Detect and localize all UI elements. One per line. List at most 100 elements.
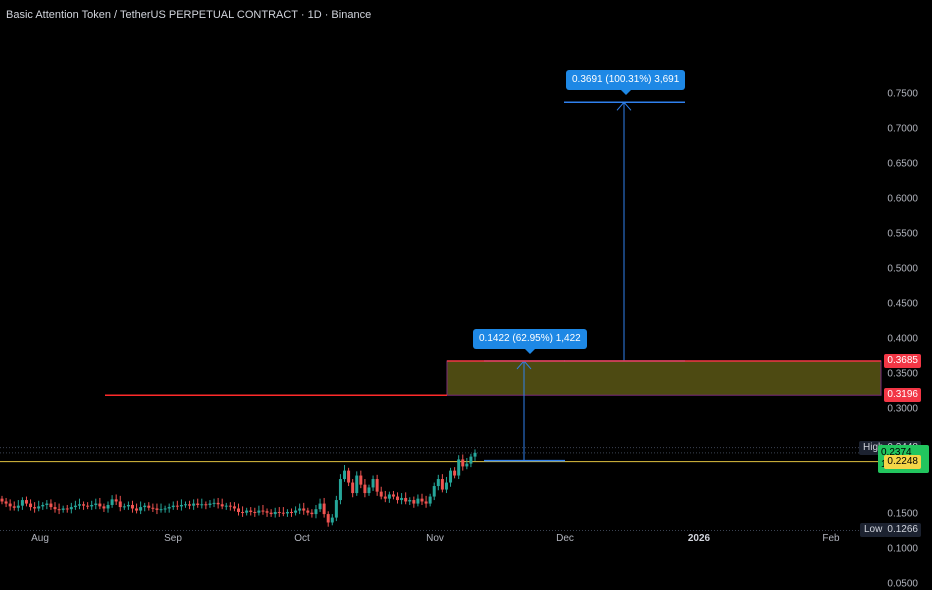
time-axis-tick: Feb: [822, 533, 840, 544]
candle: [29, 499, 33, 511]
candle: [130, 500, 134, 513]
candle: [20, 497, 24, 510]
candle: [224, 502, 228, 510]
candle: [261, 504, 265, 515]
time-axis-tick: 2026: [687, 533, 711, 544]
zone-bottom-price-tag: 0.3196: [884, 388, 921, 403]
candle: [306, 507, 310, 516]
zone-top-price-tag: 0.3685: [884, 353, 921, 368]
candle: [273, 507, 277, 518]
candle: [204, 501, 208, 510]
measurement-arrows: [484, 101, 685, 462]
candle: [41, 502, 45, 510]
candle: [424, 495, 428, 508]
candle: [73, 500, 77, 510]
candle: [363, 479, 367, 498]
candle: [322, 497, 326, 518]
level-gridlines: [0, 447, 880, 531]
candle: [371, 475, 375, 491]
candle: [396, 492, 400, 504]
candle: [318, 498, 322, 512]
measurement-callout-first[interactable]: 0.1422 (62.95%) 1,422: [473, 328, 587, 354]
price-axis-tick: 0.7500: [887, 88, 918, 100]
price-axis-tick: 0.4500: [887, 298, 918, 310]
candle: [294, 506, 298, 516]
candle: [412, 496, 416, 508]
candle: [444, 476, 448, 494]
candle: [4, 497, 8, 508]
candle: [440, 474, 444, 493]
price-axis-tick: 0.1000: [887, 543, 918, 555]
price-axis-tick: 0.6000: [887, 193, 918, 205]
candle: [404, 492, 408, 505]
candle: [208, 500, 212, 508]
resistance-zone[interactable]: [446, 360, 882, 396]
candle: [408, 497, 412, 505]
candle: [355, 471, 359, 496]
candle: [351, 479, 355, 498]
candle: [139, 501, 143, 515]
candle: [249, 507, 253, 516]
candle: [387, 491, 391, 503]
candle: [375, 474, 379, 496]
candle: [183, 501, 187, 508]
candle: [245, 507, 249, 516]
candle: [192, 499, 196, 510]
current-price-value: 0.2374: [881, 446, 912, 458]
candle: [290, 508, 294, 517]
candle: [106, 501, 110, 513]
candle: [53, 502, 57, 513]
candle: [126, 501, 130, 510]
candle: [326, 511, 330, 527]
candle: [257, 505, 261, 516]
price-axis-tick: 0.7000: [887, 123, 918, 135]
candle: [334, 495, 338, 522]
price-axis-tick: 0.4000: [887, 333, 918, 345]
candle: [465, 458, 469, 470]
candle: [379, 486, 383, 500]
candle: [228, 502, 232, 511]
candle: [86, 502, 90, 510]
candle: [383, 490, 387, 503]
candle: [77, 498, 81, 510]
candle: [428, 493, 432, 507]
candle: [241, 506, 245, 517]
candle: [49, 499, 53, 510]
candle: [90, 500, 94, 510]
candle: [12, 501, 16, 511]
candle: [269, 509, 273, 517]
candle: [155, 503, 159, 515]
time-axis-tick: Oct: [294, 533, 310, 544]
candle: [277, 507, 281, 517]
candle: [143, 502, 147, 512]
time-axis-tick: Dec: [556, 533, 574, 544]
candle: [0, 495, 4, 505]
measurement-callout-second[interactable]: 0.3691 (100.31%) 3,691: [566, 70, 686, 96]
candle: [285, 509, 289, 517]
candle: [57, 503, 61, 515]
candle: [416, 494, 420, 507]
candle: [33, 502, 37, 513]
candle: [122, 503, 126, 510]
price-axis-tick: 0.0500: [887, 578, 918, 590]
candle: [232, 502, 236, 512]
candle: [147, 502, 151, 511]
candle: [37, 500, 41, 512]
chart-title: Basic Attention Token / TetherUS PERPETU…: [6, 9, 372, 21]
price-axis-tick: 0.3500: [887, 368, 918, 380]
price-axis-tick: 0.5500: [887, 228, 918, 240]
low-price-tag: 0.1266: [884, 523, 921, 538]
candle: [314, 504, 318, 519]
price-axis-tick: 0.3000: [887, 403, 918, 415]
candle: [432, 482, 436, 501]
candle: [330, 514, 334, 526]
price-axis-tick: 0.5000: [887, 263, 918, 275]
candle: [188, 500, 192, 510]
candle: [343, 465, 347, 482]
candle: [420, 493, 424, 505]
candle: [200, 498, 204, 509]
candle: [167, 503, 171, 513]
candle: [220, 498, 224, 510]
price-chart[interactable]: [0, 0, 932, 550]
candle: [265, 508, 269, 517]
